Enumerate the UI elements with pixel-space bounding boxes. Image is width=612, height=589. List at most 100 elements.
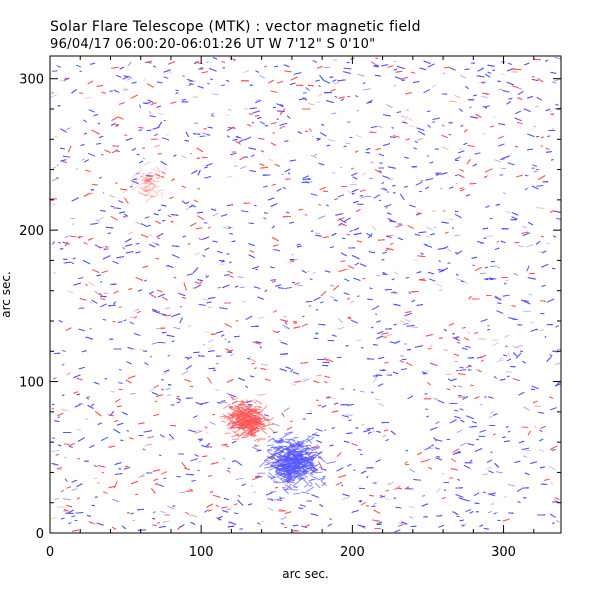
field-vector (506, 212, 511, 213)
field-vector (163, 371, 170, 375)
field-vector (455, 95, 460, 98)
field-vector (332, 173, 335, 174)
chart-title: Solar Flare Telescope (MTK) : vector mag… (50, 19, 421, 35)
field-vector (224, 339, 227, 340)
field-vector (429, 345, 432, 347)
field-vector (523, 227, 527, 228)
field-vector (188, 325, 191, 326)
field-vector (128, 232, 132, 234)
field-vector (66, 128, 71, 130)
field-vector (508, 484, 515, 486)
field-vector (501, 74, 505, 75)
field-vector (257, 394, 265, 395)
field-vector (223, 227, 227, 229)
field-vector (330, 296, 335, 298)
field-vector (443, 73, 446, 74)
field-vector (110, 195, 115, 197)
field-vector (409, 125, 414, 127)
field-vector (268, 159, 273, 161)
field-vector (432, 85, 435, 87)
field-vector (540, 330, 543, 331)
field-vector (434, 399, 438, 400)
field-vector (492, 343, 499, 347)
field-vector (249, 356, 252, 357)
field-vector (339, 319, 343, 323)
field-vector (51, 518, 57, 519)
field-vector (67, 373, 71, 376)
field-vector (173, 327, 180, 329)
field-vector (279, 340, 281, 341)
field-vector (261, 364, 268, 365)
field-vector (554, 80, 560, 82)
field-vector (283, 325, 290, 329)
field-vector (514, 273, 518, 276)
field-vector (166, 71, 172, 72)
field-vector (50, 95, 56, 98)
field-vector (240, 166, 246, 169)
field-vector (405, 320, 411, 322)
field-vector (372, 226, 376, 229)
field-vector (167, 506, 174, 509)
field-vector (154, 145, 160, 147)
field-vector (457, 430, 462, 433)
field-vector (161, 511, 166, 512)
field-vector (65, 236, 69, 238)
field-vector (375, 399, 379, 400)
field-vector (72, 224, 74, 225)
field-vector (534, 126, 536, 127)
field-vector (308, 103, 315, 105)
field-vector (53, 204, 56, 205)
field-vector (250, 359, 256, 362)
field-vector (55, 136, 58, 137)
field-vector (281, 517, 287, 519)
field-vector (503, 192, 506, 194)
field-vector (189, 515, 197, 517)
field-vector (362, 173, 366, 175)
field-vector (313, 272, 316, 274)
field-vector (314, 154, 317, 156)
field-vector (332, 398, 336, 399)
field-vector (135, 222, 142, 225)
field-vector (394, 61, 397, 62)
field-vector (458, 386, 463, 387)
field-vector (549, 110, 552, 112)
field-vector (148, 235, 152, 236)
field-vector (63, 511, 66, 512)
field-vector (226, 176, 232, 177)
field-vector (98, 217, 104, 220)
chart-subtitle: 96/04/17 06:00:20-06:01:26 UT W 7'12" S … (50, 37, 375, 52)
field-vector (292, 384, 297, 386)
field-vector (253, 492, 255, 493)
field-vector (103, 192, 104, 194)
field-vector (240, 287, 245, 288)
vector-field-layer (49, 57, 562, 532)
field-vector (356, 340, 361, 341)
field-vector (531, 323, 534, 324)
field-vector (143, 158, 145, 159)
field-vector (271, 500, 276, 501)
field-vector (208, 307, 213, 308)
field-vector (72, 489, 77, 491)
field-vector (277, 511, 283, 512)
field-vector (342, 497, 349, 499)
field-vector (490, 412, 494, 414)
field-vector (552, 128, 554, 129)
field-vector (308, 271, 310, 272)
field-vector (527, 245, 534, 248)
field-vector (318, 216, 325, 219)
field-vector (205, 331, 209, 333)
field-vector (488, 511, 492, 513)
field-vector (81, 159, 85, 161)
field-vector (497, 360, 504, 362)
field-vector (394, 272, 398, 274)
field-vector (442, 474, 444, 475)
field-vector (167, 133, 169, 136)
field-vector (112, 499, 119, 502)
field-vector (426, 236, 429, 237)
field-vector (528, 295, 532, 296)
field-vector (523, 456, 528, 458)
field-vector (231, 354, 234, 356)
field-vector (387, 334, 392, 336)
field-vector (479, 339, 486, 340)
